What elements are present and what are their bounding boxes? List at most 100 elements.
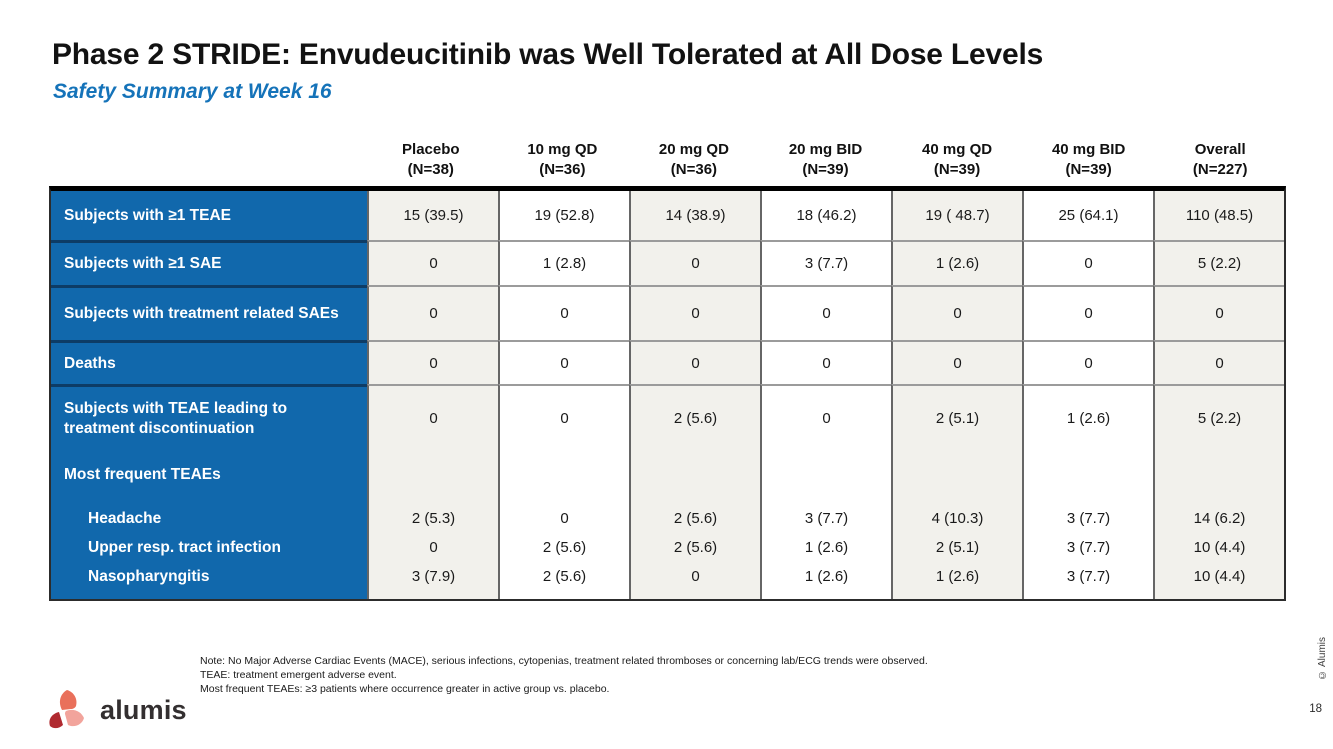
table-cell: 0 <box>760 285 891 340</box>
footnote-line: TEAE: treatment emergent adverse event. <box>200 668 397 681</box>
table-cell: 0 <box>498 340 629 384</box>
table-cell: 0 <box>1022 240 1153 285</box>
copyright-label: © Alumis <box>1317 637 1328 681</box>
section-value-spacer <box>369 462 498 504</box>
column-header-label: Placebo <box>402 141 460 158</box>
table-cell: 0 <box>629 240 760 285</box>
table-cell: 0 <box>367 384 498 450</box>
table-cell: 15 (39.5) <box>367 191 498 240</box>
column-header-n: (N=38) <box>407 160 454 178</box>
subrow-cell: 2 (5.6) <box>673 539 718 556</box>
table-cell: 0 <box>891 285 1022 340</box>
table-cell: 0 <box>760 384 891 450</box>
column-header-n: (N=39) <box>802 160 849 178</box>
column-header: 10 mg QD (N=36) <box>497 132 629 186</box>
section-value-cell: 0 2 (5.6) 2 (5.6) <box>498 450 629 599</box>
row-label: Deaths <box>51 340 367 384</box>
section-label-cell: Most frequent TEAEs Headache Upper resp. t… <box>51 450 367 599</box>
column-header-label: 40 mg QD <box>922 141 993 158</box>
subrow-cell: 3 (7.9) <box>411 568 456 585</box>
table-cell: 0 <box>367 285 498 340</box>
table-header-row: Placebo (N=38) 10 mg QD (N=36) 20 mg QD (N=36… <box>49 132 1286 186</box>
footnote-line: Most frequent TEAEs: ≥3 patients where o… <box>200 682 610 695</box>
subrow-cell: 1 (2.6) <box>935 568 980 585</box>
footnotes: Note: No Major Adverse Cardiac Events (M… <box>200 655 1160 697</box>
table-cell: 0 <box>367 240 498 285</box>
table-cell: 25 (64.1) <box>1022 191 1153 240</box>
section-value-cell: 2 (5.6) 2 (5.6) 0 <box>629 450 760 599</box>
section-value-spacer <box>1024 462 1153 504</box>
column-header-label: 10 mg QD <box>527 141 598 158</box>
subrow-cell: 0 <box>429 539 438 556</box>
table-cell: 0 <box>629 340 760 384</box>
table-section-row: Most frequent TEAEs Headache Upper resp. t… <box>51 450 1284 599</box>
column-header-label: 40 mg BID <box>1051 141 1126 158</box>
subrow-cell: 0 <box>560 510 569 527</box>
table-cell: 1 (2.6) <box>1022 384 1153 450</box>
subrow-cell: 14 (6.2) <box>1193 510 1246 527</box>
table-cell: 0 <box>1153 285 1284 340</box>
subrow-cell: 10 (4.4) <box>1193 568 1246 585</box>
subrow-cell: 2 (5.1) <box>935 539 980 556</box>
subrow-cell: 4 (10.3) <box>931 510 984 527</box>
subrow-cell: 3 (7.7) <box>804 510 849 527</box>
table-cell: 0 <box>891 340 1022 384</box>
row-label: Subjects with treatment related SAEs <box>51 285 367 340</box>
column-header-n: (N=36) <box>670 160 718 178</box>
subrow-cell: 3 (7.7) <box>1066 568 1111 585</box>
alumis-logo-icon <box>49 690 84 729</box>
subrow-cell: 1 (2.6) <box>804 539 849 556</box>
section-value-cell: 3 (7.7) 1 (2.6) 1 (2.6) <box>760 450 891 599</box>
subrow-label: Nasopharyngitis <box>88 567 210 585</box>
section-title: Most frequent TEAEs <box>64 466 221 483</box>
column-header-label: Overall <box>1194 141 1246 158</box>
column-header: Placebo (N=38) <box>365 132 497 186</box>
column-header-label: 20 mg QD <box>658 141 729 158</box>
subrow-cell: 2 (5.6) <box>542 539 587 556</box>
subrow-cell: 1 (2.6) <box>804 568 849 585</box>
table-cell: 0 <box>498 285 629 340</box>
table-cell: 2 (5.1) <box>891 384 1022 450</box>
column-header-n: (N=36) <box>539 160 586 178</box>
page-title: Phase 2 STRIDE: Envudeucitinib was Well … <box>52 38 1044 71</box>
table-cell: 18 (46.2) <box>760 191 891 240</box>
table-cell: 0 <box>1022 285 1153 340</box>
row-label: Subjects with TEAE leading to treatment … <box>51 384 367 450</box>
column-header: 20 mg QD (N=36) <box>628 132 760 186</box>
table-cell: 19 (52.8) <box>498 191 629 240</box>
column-header-n: (N=39) <box>1065 160 1112 178</box>
section-value-cell: 3 (7.7) 3 (7.7) 3 (7.7) <box>1022 450 1153 599</box>
table-row: Subjects with ≥1 TEAE 15 (39.5) 19 (52.8) 1… <box>51 191 1284 240</box>
subrow-cell: 10 (4.4) <box>1193 539 1246 556</box>
table-cell: 3 (7.7) <box>760 240 891 285</box>
table-cell: 14 (38.9) <box>629 191 760 240</box>
table-row: Subjects with treatment related SAEs 0 0 0 0… <box>51 285 1284 340</box>
row-label: Subjects with ≥1 SAE <box>51 240 367 285</box>
column-header-n: (N=39) <box>933 160 981 178</box>
alumis-logo-text: alumis <box>100 694 187 725</box>
column-header: Overall (N=227) <box>1154 132 1286 186</box>
table-cell: 2 (5.6) <box>629 384 760 450</box>
column-header: 40 mg BID (N=39) <box>1023 132 1155 186</box>
section-value-spacer <box>762 462 891 504</box>
column-header: 40 mg QD (N=39) <box>891 132 1023 186</box>
table-cell: 0 <box>1022 340 1153 384</box>
table-cell: 110 (48.5) <box>1153 191 1284 240</box>
safety-summary-table: Placebo (N=38) 10 mg QD (N=36) 20 mg QD (N=36… <box>49 132 1286 601</box>
table-cell: 0 <box>367 340 498 384</box>
subrow-cell: 3 (7.7) <box>1066 539 1111 556</box>
table-cell: 0 <box>1153 340 1284 384</box>
footnote-line: Note: No Major Adverse Cardiac Events (M… <box>200 655 928 667</box>
subrow-cell: 2 (5.6) <box>673 510 718 527</box>
subrow-cell: 0 <box>691 568 700 585</box>
column-header: 20 mg BID (N=39) <box>760 132 892 186</box>
table-body: Subjects with ≥1 TEAE 15 (39.5) 19 (52.8) 1… <box>49 186 1286 601</box>
table-cell: 5 (2.2) <box>1153 384 1284 450</box>
subrow-cell: 2 (5.6) <box>542 568 587 585</box>
section-value-cell: 2 (5.3) 0 3 (7.9) <box>367 450 498 599</box>
table-cell: 5 (2.2) <box>1153 240 1284 285</box>
alumis-logo: alumis <box>46 688 187 732</box>
section-spacer <box>64 488 357 504</box>
page-number: 18 <box>1309 703 1322 715</box>
section-value-spacer <box>631 462 760 504</box>
